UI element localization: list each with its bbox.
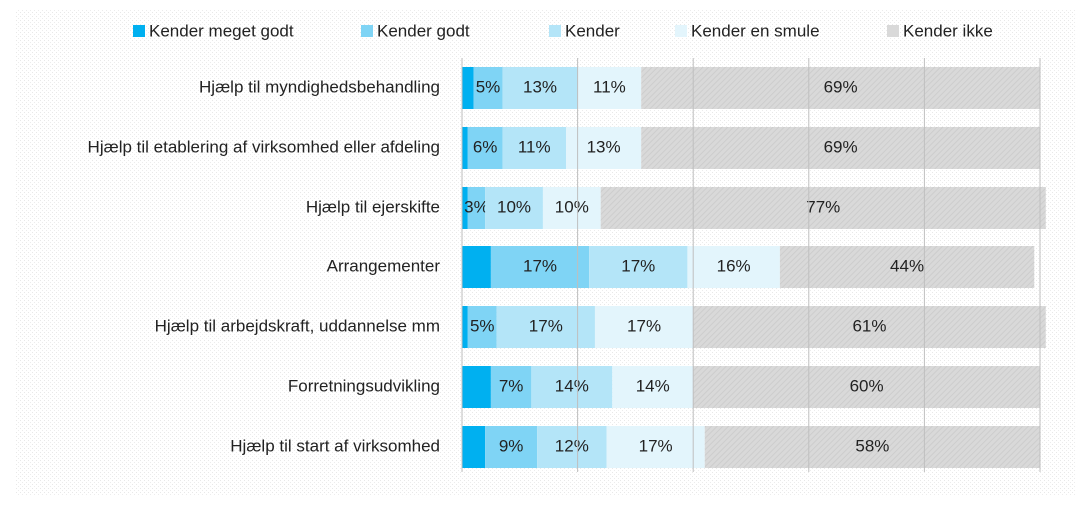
data-label: 13%	[523, 77, 557, 96]
bar-segment	[502, 127, 567, 169]
data-label: 10%	[497, 197, 531, 216]
bar-segment	[462, 306, 468, 348]
data-label: 69%	[824, 77, 858, 96]
bar-segment	[496, 306, 595, 348]
data-label: 17%	[639, 436, 673, 455]
bar-segment	[606, 426, 705, 468]
bar-segment	[687, 246, 780, 288]
category-label: Hjælp til ejerskifte	[306, 197, 440, 216]
data-label: 58%	[855, 436, 889, 455]
bar-segment	[467, 127, 503, 169]
data-label: 9%	[499, 436, 524, 455]
data-label: 44%	[890, 256, 924, 275]
bar-segment	[462, 127, 468, 169]
bar-segment	[693, 306, 1046, 348]
bar-segment	[490, 366, 532, 408]
bar-segment	[462, 67, 474, 109]
data-label: 3%	[464, 197, 489, 216]
data-label: 60%	[850, 376, 884, 395]
data-label: 12%	[555, 436, 589, 455]
data-label: 17%	[627, 316, 661, 335]
data-label: 6%	[473, 137, 498, 156]
category-label: Hjælp til arbejdskraft, uddannelse mm	[155, 316, 440, 335]
data-label: 77%	[806, 197, 840, 216]
category-label: Hjælp til myndighedsbehandling	[199, 77, 440, 96]
legend-label: Kender en smule	[691, 21, 820, 40]
data-label: 14%	[636, 376, 670, 395]
bar-segment	[467, 306, 497, 348]
legend-label: Kender meget godt	[149, 21, 294, 40]
bar-segment	[490, 246, 590, 288]
bar-segment	[542, 187, 601, 229]
bar-segment	[531, 366, 613, 408]
bar-segment	[537, 426, 607, 468]
legend-swatch	[361, 25, 373, 37]
bar-segment	[641, 127, 1040, 169]
bar-segment	[462, 187, 468, 229]
bar-segment	[462, 366, 491, 408]
bar-segment	[612, 366, 694, 408]
bar-segment	[485, 187, 543, 229]
data-label: 17%	[621, 256, 655, 275]
category-label: Hjælp til etablering af virksomhed eller…	[88, 137, 440, 156]
data-label: 5%	[470, 316, 495, 335]
bar-segment	[594, 306, 694, 348]
category-label: Arrangementer	[327, 256, 441, 275]
bar-segment	[600, 187, 1046, 229]
bar-segment	[462, 426, 486, 468]
bar-segment	[485, 426, 538, 468]
data-label: 13%	[587, 137, 621, 156]
bar-segment	[693, 366, 1040, 408]
data-label: 17%	[523, 256, 557, 275]
data-label: 69%	[824, 137, 858, 156]
bar-segment	[577, 67, 642, 109]
bar-segment	[589, 246, 688, 288]
data-label: 10%	[555, 197, 589, 216]
data-label: 11%	[593, 77, 626, 96]
bar-segment	[566, 127, 642, 169]
data-label: 17%	[529, 316, 563, 335]
category-label: Forretningsudvikling	[288, 376, 440, 395]
data-label: 7%	[499, 376, 524, 395]
data-label: 61%	[852, 316, 886, 335]
bar-segment	[779, 246, 1035, 288]
data-label: 14%	[555, 376, 589, 395]
legend-swatch	[133, 25, 145, 37]
bar-segment	[641, 67, 1040, 109]
legend-label: Kender ikke	[903, 21, 993, 40]
data-label: 16%	[717, 256, 751, 275]
data-label: 5%	[476, 77, 501, 96]
bar-segment	[467, 187, 486, 229]
legend-swatch	[549, 25, 561, 37]
legend-swatch	[675, 25, 687, 37]
category-label: Hjælp til start af virksomhed	[230, 436, 440, 455]
bar-segment	[502, 67, 578, 109]
bar-segment	[473, 67, 503, 109]
legend-swatch	[887, 25, 899, 37]
bar-segment	[462, 246, 491, 288]
data-label: 11%	[518, 137, 551, 156]
legend-label: Kender	[565, 21, 620, 40]
legend-label: Kender godt	[377, 21, 470, 40]
bar-segment	[704, 426, 1040, 468]
